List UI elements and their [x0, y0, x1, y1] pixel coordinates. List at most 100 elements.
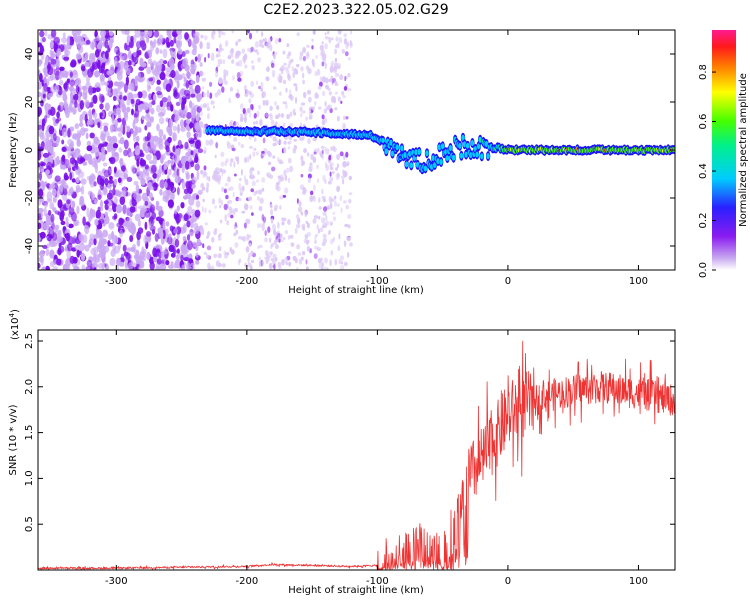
noise-speckle	[97, 121, 101, 128]
sparse-noise-speckle	[305, 65, 310, 71]
sparse-noise-speckle	[349, 41, 353, 48]
noise-speckle	[47, 92, 53, 98]
noise-speckle	[177, 47, 182, 55]
sparse-noise-speckle	[294, 96, 298, 104]
x-tick-label: -200	[236, 276, 259, 287]
sparse-noise-speckle	[311, 45, 314, 50]
sparse-noise-speckle	[315, 233, 319, 238]
noise-speckle	[175, 254, 180, 260]
noise-speckle	[46, 191, 53, 202]
noise-speckle	[54, 224, 60, 230]
sparse-noise-speckle	[293, 138, 298, 142]
sparse-noise-speckle	[291, 242, 295, 247]
sparse-noise-speckle	[262, 99, 266, 106]
noise-speckle	[156, 205, 163, 212]
sparse-noise-speckle	[323, 222, 328, 229]
sparse-noise-speckle	[236, 88, 240, 94]
noise-speckle	[182, 155, 186, 162]
sparse-noise-speckle	[245, 246, 250, 253]
sparse-noise-speckle	[338, 37, 343, 44]
noise-speckle	[46, 147, 51, 152]
noise-speckle	[186, 220, 191, 228]
noise-speckle	[127, 262, 134, 270]
noise-speckle	[177, 123, 180, 134]
noise-speckle	[88, 159, 94, 165]
sparse-noise-speckle	[326, 205, 331, 211]
sparse-noise-speckle	[323, 266, 328, 270]
sparse-noise-speckle	[217, 179, 221, 185]
noise-speckle	[73, 265, 80, 270]
noise-speckle	[194, 163, 200, 171]
noise-speckle	[78, 90, 83, 96]
noise-speckle	[99, 249, 103, 256]
noise-speckle	[65, 216, 69, 223]
noise-speckle	[149, 204, 156, 214]
sparse-noise-speckle	[244, 64, 248, 69]
noise-speckle	[122, 109, 129, 115]
sparse-noise-speckle	[261, 187, 265, 192]
sparse-noise-speckle	[253, 49, 259, 53]
sparse-noise-speckle	[294, 227, 298, 234]
noise-speckle	[67, 127, 71, 138]
noise-speckle	[138, 66, 145, 71]
sparse-noise-speckle	[199, 110, 203, 117]
sparse-noise-speckle	[214, 154, 217, 159]
sparse-noise-speckle	[266, 42, 270, 49]
sparse-noise-speckle	[258, 205, 263, 212]
signal-band	[400, 145, 404, 152]
sparse-noise-speckle	[278, 265, 282, 270]
signal-band	[440, 143, 445, 150]
sparse-noise-speckle	[274, 204, 279, 210]
sparse-noise-speckle	[244, 262, 247, 268]
spectrogram-x-ticks: -300 -200 -100 0 100	[105, 30, 648, 287]
noise-speckle	[128, 60, 132, 66]
noise-speckle	[49, 250, 55, 257]
noise-speckle	[144, 200, 149, 206]
noise-speckle	[111, 115, 115, 124]
noise-speckle	[113, 178, 118, 186]
noise-speckle	[170, 49, 173, 57]
sparse-noise-speckle	[289, 234, 294, 239]
sparse-noise-speckle	[229, 246, 233, 253]
noise-speckle	[133, 254, 140, 260]
noise-speckle	[83, 72, 87, 78]
sparse-noise-speckle	[261, 31, 264, 37]
sparse-noise-speckle	[224, 160, 227, 167]
noise-speckle	[68, 143, 74, 150]
noise-speckle	[101, 68, 105, 74]
noise-speckle	[51, 151, 56, 159]
sparse-noise-speckle	[302, 110, 306, 114]
noise-speckle	[119, 55, 125, 61]
spectrogram-y-ticks: -40 -20 0 20 40	[24, 48, 675, 254]
noise-speckle	[193, 228, 200, 234]
sparse-noise-speckle	[301, 72, 305, 79]
sparse-noise-speckle	[346, 41, 350, 47]
sparse-noise-speckle	[296, 223, 301, 229]
sparse-noise-speckle	[314, 92, 319, 99]
sparse-noise-speckle	[224, 182, 229, 187]
noise-speckle	[158, 129, 164, 138]
noise-speckle	[144, 125, 148, 131]
noise-speckle	[187, 240, 193, 251]
noise-speckle	[126, 98, 131, 106]
noise-speckle	[167, 159, 171, 164]
noise-speckle	[43, 157, 48, 163]
sparse-noise-speckle	[342, 123, 346, 130]
sparse-noise-speckle	[233, 226, 237, 230]
sparse-noise-speckle	[277, 181, 280, 186]
sparse-noise-speckle	[278, 73, 282, 80]
sparse-noise-speckle	[209, 81, 213, 87]
sparse-noise-speckle	[260, 87, 264, 92]
noise-speckle	[112, 122, 118, 131]
noise-speckle	[185, 71, 192, 78]
noise-speckle	[50, 39, 54, 49]
noise-speckle	[195, 74, 200, 84]
noise-speckle	[133, 51, 137, 58]
noise-speckle	[74, 244, 80, 250]
signal-peak	[398, 155, 402, 159]
signal-band	[395, 144, 400, 151]
sparse-noise-speckle	[231, 59, 235, 64]
sparse-noise-speckle	[329, 176, 334, 182]
noise-speckle	[130, 82, 135, 92]
